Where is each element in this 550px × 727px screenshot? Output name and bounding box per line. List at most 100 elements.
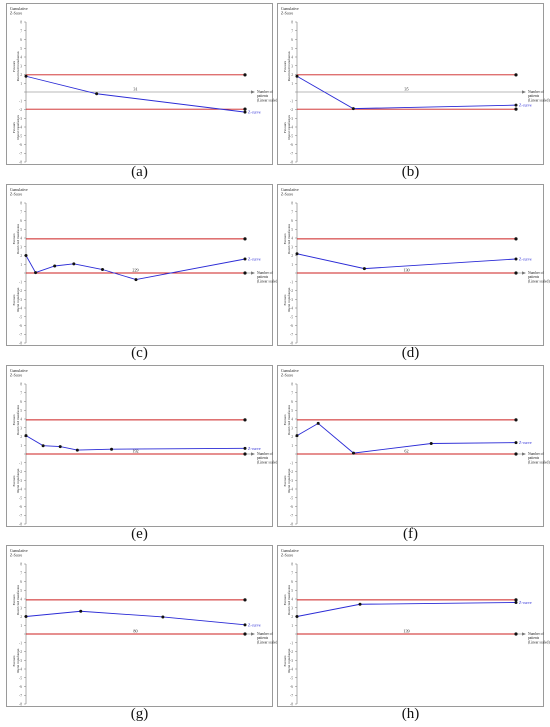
y-tick-label: 1 bbox=[291, 624, 293, 628]
y-tick-label: 4 bbox=[20, 598, 22, 602]
y-tick-label: 8 bbox=[20, 21, 22, 25]
x-axis-title: patients bbox=[257, 456, 269, 460]
boundary-marker bbox=[514, 271, 518, 275]
y-tick-label: 5 bbox=[20, 47, 22, 51]
favours-lower-label: liberal transfusion bbox=[16, 115, 20, 140]
x-axis-title: (Linear scaled) bbox=[257, 640, 279, 644]
z-curve-label: Z-curve bbox=[519, 440, 532, 445]
favours-upper-label: Favours bbox=[12, 594, 16, 606]
favours-lower-label: liberal transfusion bbox=[287, 115, 291, 140]
y-tick-label: 1 bbox=[20, 624, 22, 628]
y-tick-label: -8 bbox=[19, 703, 22, 707]
boundary-marker bbox=[243, 418, 247, 422]
favours-upper-label: Restricted transfusion bbox=[16, 51, 20, 81]
favours-upper-label: Restricted transfusion bbox=[16, 224, 20, 254]
y-tick-label: -4 bbox=[290, 307, 293, 311]
y-tick-label: 4 bbox=[291, 56, 293, 60]
x-axis-arrow bbox=[522, 632, 526, 636]
y-tick-label: 2 bbox=[291, 435, 293, 439]
favours-lower-label: Favours bbox=[12, 475, 16, 487]
y-tick-label: 5 bbox=[291, 47, 293, 51]
x-axis-arrow bbox=[522, 452, 526, 456]
chart-panel: 8 7 6 5 4 3 2 1 -1 -2 -3 -4 -5 -6 -7 -8 35 Cumulative Z-Sc… bbox=[277, 3, 550, 185]
z-curve-point bbox=[72, 262, 76, 266]
y-tick-label: 2 bbox=[291, 615, 293, 619]
z-curve-point bbox=[110, 447, 114, 451]
favours-upper-label: Favours bbox=[12, 233, 16, 245]
plot-frame: 8 7 6 5 4 3 2 1 -1 -2 -3 -4 -5 -6 -7 -8 229 Cumulative Z-S… bbox=[6, 184, 279, 346]
favours-lower-label: Favours bbox=[283, 475, 287, 487]
y-tick-label: 4 bbox=[291, 418, 293, 422]
y-tick-label: 1 bbox=[20, 444, 22, 448]
x-axis-value-label: 130 bbox=[403, 268, 409, 273]
y-tick-label: 6 bbox=[291, 38, 293, 42]
y-tick-label: 7 bbox=[20, 391, 22, 395]
y-tick-label: 8 bbox=[291, 21, 293, 25]
y-tick-label: -4 bbox=[290, 126, 293, 130]
favours-upper-label: Restricted transfusion bbox=[16, 585, 20, 615]
favours-lower-label: liberal transfusion bbox=[16, 648, 20, 673]
y-tick-label: 8 bbox=[20, 383, 22, 387]
boundary-marker bbox=[243, 271, 247, 275]
y-tick-label: 8 bbox=[291, 563, 293, 567]
x-axis-title: Number of bbox=[257, 90, 273, 94]
y-tick-label: -1 bbox=[290, 461, 293, 465]
plot-frame: 8 7 6 5 4 3 2 1 -1 -2 -3 -4 -5 -6 -7 -8 35 Cumulative Z-Sc… bbox=[277, 3, 550, 165]
boundary-marker bbox=[243, 598, 247, 602]
x-axis-title: patients bbox=[528, 456, 540, 460]
x-axis-value-label: 35 bbox=[404, 87, 408, 92]
y-tick-label: -8 bbox=[290, 523, 293, 527]
x-axis-arrow bbox=[251, 90, 255, 94]
y-tick-label: 5 bbox=[291, 409, 293, 413]
favours-lower-label: Favours bbox=[12, 655, 16, 667]
z-curve-point bbox=[316, 421, 320, 425]
z-curve-point bbox=[243, 623, 247, 627]
favours-lower-label: liberal transfusion bbox=[287, 468, 291, 493]
y-tick-label: -8 bbox=[19, 523, 22, 527]
y-tick-label: -8 bbox=[19, 342, 22, 346]
y-tick-label: -5 bbox=[290, 496, 293, 500]
y-tick-label: -8 bbox=[290, 342, 293, 346]
y-tick-label: -1 bbox=[19, 461, 22, 465]
z-curve-point bbox=[429, 442, 433, 445]
z-curve-line bbox=[296, 602, 517, 617]
chart-panel: 8 7 6 5 4 3 2 1 -1 -2 -3 -4 -5 -6 -7 -8 31 Cumulative Z-Sc… bbox=[6, 3, 279, 185]
y-tick-label: 1 bbox=[20, 82, 22, 86]
y-axis-title: Cumulative bbox=[281, 7, 299, 11]
y-tick-label: 3 bbox=[20, 426, 22, 430]
z-curve-point bbox=[24, 74, 28, 78]
y-tick-label: 1 bbox=[291, 444, 293, 448]
y-tick-label: 6 bbox=[291, 219, 293, 223]
y-tick-label: -6 bbox=[290, 324, 293, 328]
x-axis-title: (Linear scaled) bbox=[528, 98, 550, 102]
y-tick-label: -4 bbox=[290, 488, 293, 492]
y-tick-label: -7 bbox=[19, 514, 22, 518]
y-tick-label: 6 bbox=[20, 580, 22, 584]
favours-lower-label: Favours bbox=[283, 655, 287, 667]
boundary-marker bbox=[514, 632, 518, 636]
y-tick-label: -3 bbox=[19, 479, 22, 483]
z-curve-point bbox=[101, 268, 105, 271]
chart-panel: 8 7 6 5 4 3 2 1 -1 -2 -3 -4 -5 -6 -7 -8 62 Cumulative Z-Sc… bbox=[277, 365, 550, 547]
z-curve-point bbox=[352, 451, 356, 455]
z-curve-label: Z-curve bbox=[519, 257, 532, 262]
x-axis-title: Number of bbox=[528, 452, 544, 456]
y-tick-label: -7 bbox=[19, 694, 22, 698]
z-curve-point bbox=[41, 444, 45, 448]
favours-upper-label: Favours bbox=[283, 233, 287, 245]
y-tick-label: -4 bbox=[19, 488, 22, 492]
y-axis-title: Z-Score bbox=[10, 554, 23, 558]
z-curve-line bbox=[296, 253, 517, 270]
y-tick-label: 2 bbox=[20, 254, 22, 258]
chart-panel: 8 7 6 5 4 3 2 1 -1 -2 -3 -4 -5 -6 -7 -8 130 Cumulative Z-S… bbox=[277, 184, 550, 366]
favours-upper-label: Restricted transfusion bbox=[287, 224, 291, 254]
z-curve-point bbox=[514, 103, 518, 107]
chart-svg: 8 7 6 5 4 3 2 1 -1 -2 -3 -4 -5 -6 -7 -8 130 CumulativeZ-S… bbox=[281, 188, 550, 346]
y-tick-label: 7 bbox=[20, 210, 22, 214]
x-axis-arrow bbox=[522, 90, 526, 94]
plot-frame: 8 7 6 5 4 3 2 1 -1 -2 -3 -4 -5 -6 -7 -8 130 Cumulative Z-S… bbox=[277, 184, 550, 346]
favours-lower-label: Favours bbox=[12, 294, 16, 306]
y-tick-label: -6 bbox=[290, 505, 293, 509]
y-tick-label: 3 bbox=[20, 606, 22, 610]
y-tick-label: 6 bbox=[291, 400, 293, 404]
